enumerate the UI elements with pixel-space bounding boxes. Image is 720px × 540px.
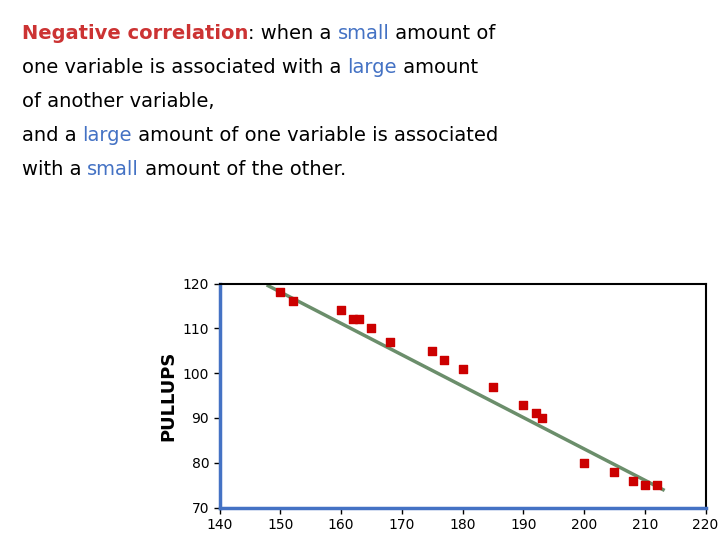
Text: small: small <box>338 24 390 43</box>
Point <box>639 481 651 489</box>
Point <box>518 400 529 409</box>
Point <box>348 315 359 323</box>
Point <box>608 468 620 476</box>
Y-axis label: PULLUPS: PULLUPS <box>159 350 177 441</box>
Text: : when a: : when a <box>248 24 338 43</box>
Text: large: large <box>83 126 132 145</box>
Text: amount of the other.: amount of the other. <box>139 160 346 179</box>
Text: amount of: amount of <box>390 24 496 43</box>
Point <box>336 306 347 315</box>
Text: with a: with a <box>22 160 87 179</box>
Point <box>578 458 590 467</box>
Point <box>652 481 663 489</box>
Text: and a: and a <box>22 126 83 145</box>
Point <box>536 414 547 422</box>
Text: Negative correlation: Negative correlation <box>22 24 248 43</box>
Point <box>530 409 541 418</box>
Point <box>384 338 395 346</box>
Text: amount of one variable is associated: amount of one variable is associated <box>132 126 498 145</box>
Point <box>426 347 438 355</box>
Point <box>287 297 298 306</box>
Text: of another variable,: of another variable, <box>22 92 214 111</box>
Text: large: large <box>347 58 397 77</box>
Point <box>457 364 469 373</box>
Text: small: small <box>87 160 139 179</box>
Point <box>438 355 450 364</box>
Point <box>274 288 286 297</box>
Point <box>366 324 377 333</box>
Point <box>627 476 639 485</box>
Point <box>354 315 365 323</box>
Text: amount: amount <box>397 58 478 77</box>
Text: one variable is associated with a: one variable is associated with a <box>22 58 347 77</box>
Point <box>487 382 499 391</box>
